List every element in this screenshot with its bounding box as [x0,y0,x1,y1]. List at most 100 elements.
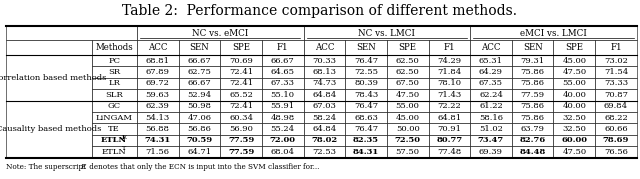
Bar [137,100,179,112]
Bar [554,146,595,158]
Bar [387,146,429,158]
Text: 73.33: 73.33 [604,79,628,87]
Bar [179,112,220,123]
Text: 72.55: 72.55 [354,68,378,76]
Text: 72.41: 72.41 [229,68,253,76]
Text: 68.22: 68.22 [604,114,628,122]
Text: 60.66: 60.66 [604,125,628,133]
Text: 77.48: 77.48 [437,148,461,156]
Bar [470,40,512,55]
Bar [554,100,595,112]
Bar [92,112,137,123]
Text: 60.00: 60.00 [561,136,588,144]
Bar [595,112,637,123]
Bar [595,135,637,146]
Bar [262,40,303,55]
Bar [554,89,595,100]
Bar [262,135,303,146]
Text: denotes that only the ECN is input into the SVM classifier for...: denotes that only the ECN is input into … [87,163,319,171]
Bar [92,89,137,100]
Bar [6,55,92,101]
Text: 70.87: 70.87 [604,91,628,99]
Bar [137,78,179,89]
Text: TE: TE [108,125,120,133]
Text: 62.24: 62.24 [479,91,503,99]
Text: 68.04: 68.04 [271,148,294,156]
Text: SLR: SLR [106,91,123,99]
Text: ETLN: ETLN [101,136,127,144]
Bar [387,89,429,100]
Text: Methods: Methods [95,43,133,52]
Bar [137,40,179,55]
Text: 45.00: 45.00 [563,57,586,65]
Bar [470,66,512,78]
Text: 75.86: 75.86 [521,114,545,122]
Text: 71.84: 71.84 [437,68,461,76]
Text: 69.84: 69.84 [604,102,628,110]
Text: 72.00: 72.00 [269,136,296,144]
Text: 74.31: 74.31 [145,136,171,144]
Text: NC vs. eMCI: NC vs. eMCI [192,29,248,38]
Bar [345,123,387,135]
Bar [387,112,429,123]
Text: 84.48: 84.48 [520,148,546,156]
Text: ACC: ACC [315,43,334,52]
Text: 64.84: 64.84 [312,125,337,133]
Bar [303,78,345,89]
Bar [554,112,595,123]
Text: E: E [79,163,85,171]
Text: 40.00: 40.00 [563,102,586,110]
Bar [262,55,303,66]
Bar [387,135,429,146]
Text: 66.67: 66.67 [188,57,211,65]
Text: 62.50: 62.50 [396,57,420,65]
Text: 74.29: 74.29 [437,57,461,65]
Text: NC vs. LMCI: NC vs. LMCI [358,29,415,38]
Text: 76.47: 76.47 [354,125,378,133]
Bar [137,112,179,123]
Text: 71.43: 71.43 [437,91,461,99]
Text: SPE: SPE [232,43,250,52]
Text: 52.94: 52.94 [188,91,211,99]
Text: 45.00: 45.00 [396,114,420,122]
Bar [303,135,345,146]
Text: 64.84: 64.84 [312,91,337,99]
Bar [429,123,470,135]
Bar [429,55,470,66]
Bar [137,135,179,146]
Bar [554,78,595,89]
Bar [92,66,137,78]
Bar [220,78,262,89]
Bar [429,112,470,123]
Bar [92,55,137,66]
Text: 66.67: 66.67 [188,79,211,87]
Text: 75.86: 75.86 [521,68,545,76]
Text: SEN: SEN [523,43,543,52]
Bar [179,89,220,100]
Text: 76.56: 76.56 [604,148,628,156]
Bar [137,89,179,100]
Text: 66.67: 66.67 [271,57,294,65]
Bar [512,55,554,66]
Bar [345,66,387,78]
Text: ETLN: ETLN [102,148,127,156]
Text: 78.69: 78.69 [603,136,629,144]
Text: eMCI vs. LMCI: eMCI vs. LMCI [520,29,587,38]
Bar [387,66,429,78]
Bar [595,123,637,135]
Text: 82.35: 82.35 [353,136,379,144]
Bar [345,78,387,89]
Bar [303,123,345,135]
Bar [470,26,637,40]
Text: 32.50: 32.50 [563,114,586,122]
Text: 58.16: 58.16 [479,114,503,122]
Bar [220,123,262,135]
Text: 47.06: 47.06 [188,114,211,122]
Text: PC: PC [108,57,120,65]
Bar [429,66,470,78]
Text: 70.91: 70.91 [437,125,461,133]
Text: 68.63: 68.63 [354,114,378,122]
Bar [179,123,220,135]
Text: SPE: SPE [565,43,583,52]
Text: 77.59: 77.59 [228,148,254,156]
